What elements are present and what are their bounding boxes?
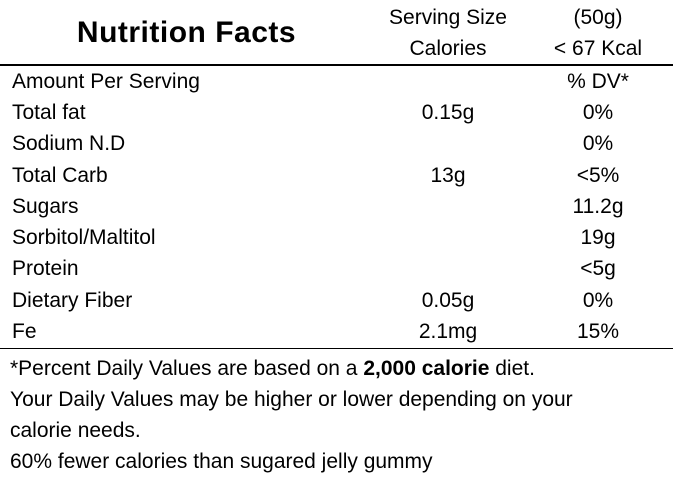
nutrition-facts-title: Nutrition Facts [76,16,297,49]
serving-size-value: (50g) [573,5,623,29]
nutrient-label: Dietary Fiber [12,288,133,312]
calories-value: < 67 Kcal [553,36,643,60]
calorie-diet-bold: 2,000 calorie [363,356,490,380]
nutrient-amount: 2.1mg [418,320,478,344]
nutrient-dv: 19g [580,226,616,250]
amount-header-spacer [373,66,523,97]
nutrient-label: Total Carb [12,163,108,187]
title-cell: Nutrition Facts [0,2,373,64]
daily-values-note-line3: calorie needs. [10,419,141,443]
nutrient-amount: 0.15g [421,100,475,124]
nutrient-amount [373,191,523,222]
nutrient-amount: 13g [430,163,466,187]
daily-values-note-line2: Your Daily Values may be higher or lower… [10,387,573,411]
footnote: *Percent Daily Values are based on a 2,0… [0,349,673,478]
nutrient-label: Sorbitol/Maltitol [12,226,156,250]
nutrient-label: Protein [12,257,79,281]
daily-values-note: *Percent Daily Values are based on a 2,0… [10,353,673,384]
amount-per-serving-header: Amount Per Serving [12,69,200,93]
nutrient-dv: 11.2g [572,194,624,218]
nutrient-label: Fe [12,320,37,344]
nutrient-dv: <5g [580,257,616,281]
fewer-calories-note: 60% fewer calories than sugared jelly gu… [10,450,433,474]
nutrient-label: Total fat [12,100,86,124]
nutrient-label: Sodium N.D [12,132,126,156]
serving-size-label: Serving Size [389,5,507,29]
header-divider [0,64,673,66]
footer-divider [0,347,673,349]
nutrient-dv: 15% [576,320,620,344]
nutrient-amount [373,222,523,253]
nutrient-dv: 0% [582,100,614,124]
calories-label: Calories [409,36,487,60]
nutrient-label: Sugars [12,194,79,218]
nutrient-dv: 0% [582,132,614,156]
label-header: Nutrition Facts Serving Size (50g) Calor… [0,0,673,64]
nutrient-amount [373,129,523,160]
nutrient-dv: <5% [576,163,620,187]
nutrient-table: Amount Per Serving % DV* Total fat 0.15g… [0,66,673,348]
nutrient-amount [373,254,523,285]
nutrient-amount: 0.05g [421,288,475,312]
daily-values-note-suffix: diet. [489,356,535,380]
daily-values-note-prefix: *Percent Daily Values are based on a [10,356,364,380]
nutrient-dv: 0% [582,288,614,312]
percent-dv-header: % DV* [567,69,629,93]
